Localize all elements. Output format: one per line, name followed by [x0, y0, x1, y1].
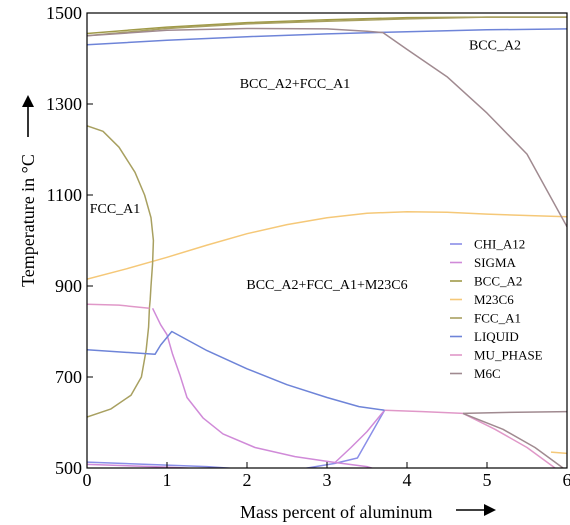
legend-label-fcc-a1: FCC_A1 — [474, 311, 521, 326]
region-label: BCC_A2+FCC_A1 — [240, 77, 351, 92]
region-label: BCC_A2+FCC_A1+M23C6 — [246, 278, 407, 293]
y-tick-label: 1100 — [47, 185, 82, 205]
x-tick-label: 3 — [323, 470, 332, 490]
series-m6c-line-3 — [462, 412, 564, 468]
y-tick-label: 900 — [55, 276, 82, 296]
series-fcc-a1-line-2 — [87, 16, 567, 37]
series-mu-phase-line-2 — [384, 409, 464, 415]
series-mu-phase-line-1 — [87, 303, 150, 310]
series-m6c-line-1 — [87, 27, 567, 228]
legend-label-liquid: LIQUID — [474, 329, 519, 344]
y-tick-label: 1500 — [46, 3, 82, 23]
x-axis: 0 1 2 3 4 5 6 — [83, 462, 570, 490]
legend-label-bcc-a2: BCC_A2 — [474, 274, 522, 289]
series-liquid-line-2 — [87, 330, 385, 411]
legend: CHI_A12 SIGMA BCC_A2 M23C6 FCC_A1 LIQUID MU_PH… — [450, 237, 543, 381]
series-chi-a12-line-1 — [87, 461, 238, 468]
y-axis-arrow-head — [22, 95, 34, 107]
series-sigma-line-3 — [334, 409, 386, 464]
region-label: BCC_A2 — [469, 38, 521, 53]
series-m6c-line-2 — [462, 410, 567, 415]
x-tick-label: 0 — [83, 470, 92, 490]
y-tick-label: 1300 — [46, 94, 82, 114]
region-label: FCC_A1 — [90, 202, 141, 217]
legend-label-m6c: M6C — [474, 366, 501, 381]
x-axis-title-text: Mass percent of aluminum — [240, 502, 432, 522]
x-tick-label: 6 — [563, 470, 570, 490]
series-liquid-line-1 — [87, 28, 567, 46]
x-tick-label: 4 — [403, 470, 412, 490]
y-axis: 500 700 900 1100 1300 1500 — [46, 3, 93, 478]
y-tick-label: 500 — [55, 458, 82, 478]
series-m23c6-line-1 — [87, 211, 567, 280]
legend-label-m23c6: M23C6 — [474, 292, 514, 307]
legend-label-chi-a12: CHI_A12 — [474, 237, 525, 252]
x-tick-label: 5 — [483, 470, 492, 490]
y-tick-label: 700 — [55, 367, 82, 387]
series-mu-phase-line-3 — [462, 412, 556, 468]
series-chi-a12-line-2 — [302, 409, 386, 468]
y-axis-title: Temperature in °C — [18, 95, 38, 287]
x-axis-title: Mass percent of aluminum — [240, 502, 496, 522]
x-tick-label: 1 — [163, 470, 172, 490]
legend-label-sigma: SIGMA — [474, 255, 517, 270]
series-sigma-line-2 — [151, 307, 375, 468]
series-m23c6-line-2 — [550, 451, 567, 455]
y-axis-title-text: Temperature in °C — [18, 154, 38, 287]
legend-label-mu-phase: MU_PHASE — [474, 348, 543, 363]
series-layer — [87, 16, 567, 468]
x-axis-arrow-head — [484, 504, 496, 516]
region-labels: BCC_A2 BCC_A2+FCC_A1 FCC_A1 BCC_A2+FCC_A1+M… — [90, 38, 521, 293]
series-fcc-a1-line-1 — [87, 125, 155, 418]
x-tick-label: 2 — [243, 470, 252, 490]
